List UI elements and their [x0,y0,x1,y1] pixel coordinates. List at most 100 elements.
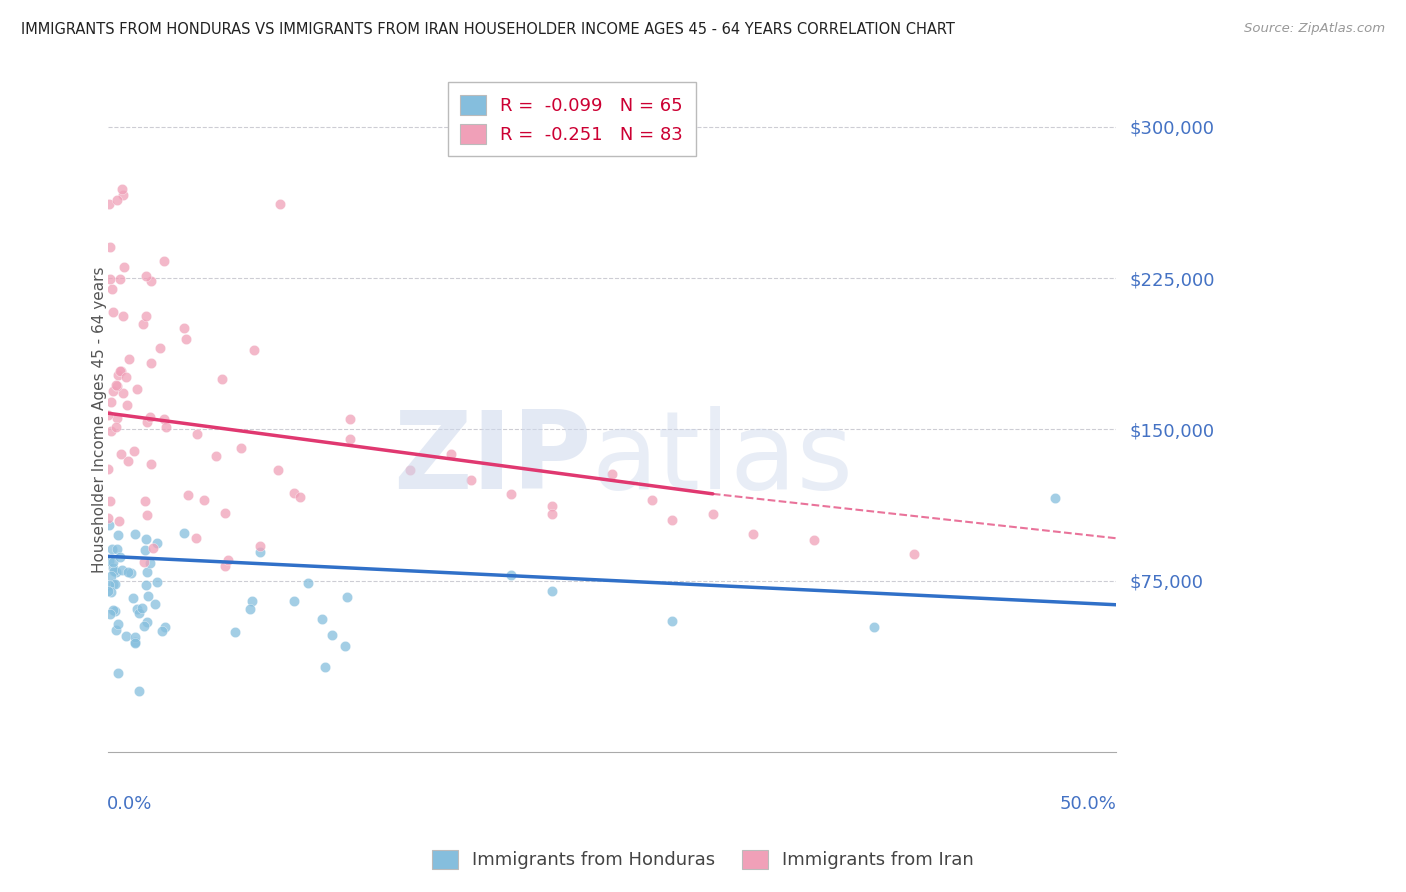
Text: IMMIGRANTS FROM HONDURAS VS IMMIGRANTS FROM IRAN HOUSEHOLDER INCOME AGES 45 - 64: IMMIGRANTS FROM HONDURAS VS IMMIGRANTS F… [21,22,955,37]
Point [269,197,291,211]
Point [440,446,463,460]
Text: atlas: atlas [592,406,853,512]
Point [204,449,226,463]
Point [131,601,153,615]
Point [139,457,162,471]
Point [135,532,157,546]
Point [101,542,124,557]
Point [125,602,148,616]
Text: 0.0%: 0.0% [107,795,152,814]
Point [105,623,128,637]
Point [321,628,343,642]
Point [139,556,162,570]
Text: ZIP: ZIP [394,406,592,512]
Text: Source: ZipAtlas.com: Source: ZipAtlas.com [1244,22,1385,36]
Point [173,525,195,540]
Point [600,467,623,481]
Point [97,197,120,211]
Point [111,188,134,202]
Point [105,565,128,579]
Point [101,561,124,575]
Point [661,513,683,527]
Point [112,385,135,400]
Point [149,341,172,355]
Point [104,577,127,591]
Point [105,410,128,425]
Point [117,454,139,468]
Point [107,527,129,541]
Point [124,527,146,541]
Point [339,412,361,426]
Point [124,630,146,644]
Point [135,578,157,592]
Point [104,377,127,392]
Point [101,555,124,569]
Point [136,615,159,630]
Point [104,604,127,618]
Point [139,275,162,289]
Point [239,602,262,616]
Point [101,305,124,319]
Point [104,420,127,434]
Point [110,363,132,377]
Text: 50.0%: 50.0% [1060,795,1116,814]
Point [110,447,132,461]
Point [311,612,333,626]
Point [103,564,125,578]
Point [540,583,562,598]
Point [132,317,155,331]
Point [336,590,359,604]
Point [138,409,160,424]
Point [97,511,120,525]
Point [100,568,122,582]
Point [135,268,157,283]
Point [863,620,886,634]
Point [193,493,215,508]
Point [107,666,129,681]
Point [134,493,156,508]
Point [288,490,311,504]
Point [107,617,129,632]
Point [540,499,562,513]
Point [132,619,155,633]
Point [124,634,146,648]
Point [143,597,166,611]
Point [110,549,132,564]
Point [243,343,266,358]
Point [742,527,765,541]
Point [111,563,134,577]
Legend: Immigrants from Honduras, Immigrants from Iran: Immigrants from Honduras, Immigrants fro… [423,840,983,879]
Point [641,492,664,507]
Point [103,577,125,591]
Point [146,535,169,549]
Point [211,372,233,386]
Point [224,624,246,639]
Point [214,559,236,574]
Point [100,240,122,254]
Point [125,382,148,396]
Point [1045,491,1067,505]
Point [186,426,208,441]
Point [283,593,305,607]
Point [314,660,336,674]
Point [184,532,207,546]
Point [97,583,120,598]
Point [98,272,121,286]
Point [333,639,356,653]
Point [128,606,150,620]
Point [97,577,120,591]
Point [702,507,724,521]
Point [122,444,145,458]
Point [176,332,198,346]
Point [145,574,167,589]
Point [297,576,319,591]
Point [501,487,523,501]
Point [105,193,128,207]
Point [214,506,236,520]
Point [108,514,131,528]
Point [111,309,134,323]
Point [153,411,176,425]
Point [803,533,825,548]
Point [661,614,683,628]
Point [97,554,120,568]
